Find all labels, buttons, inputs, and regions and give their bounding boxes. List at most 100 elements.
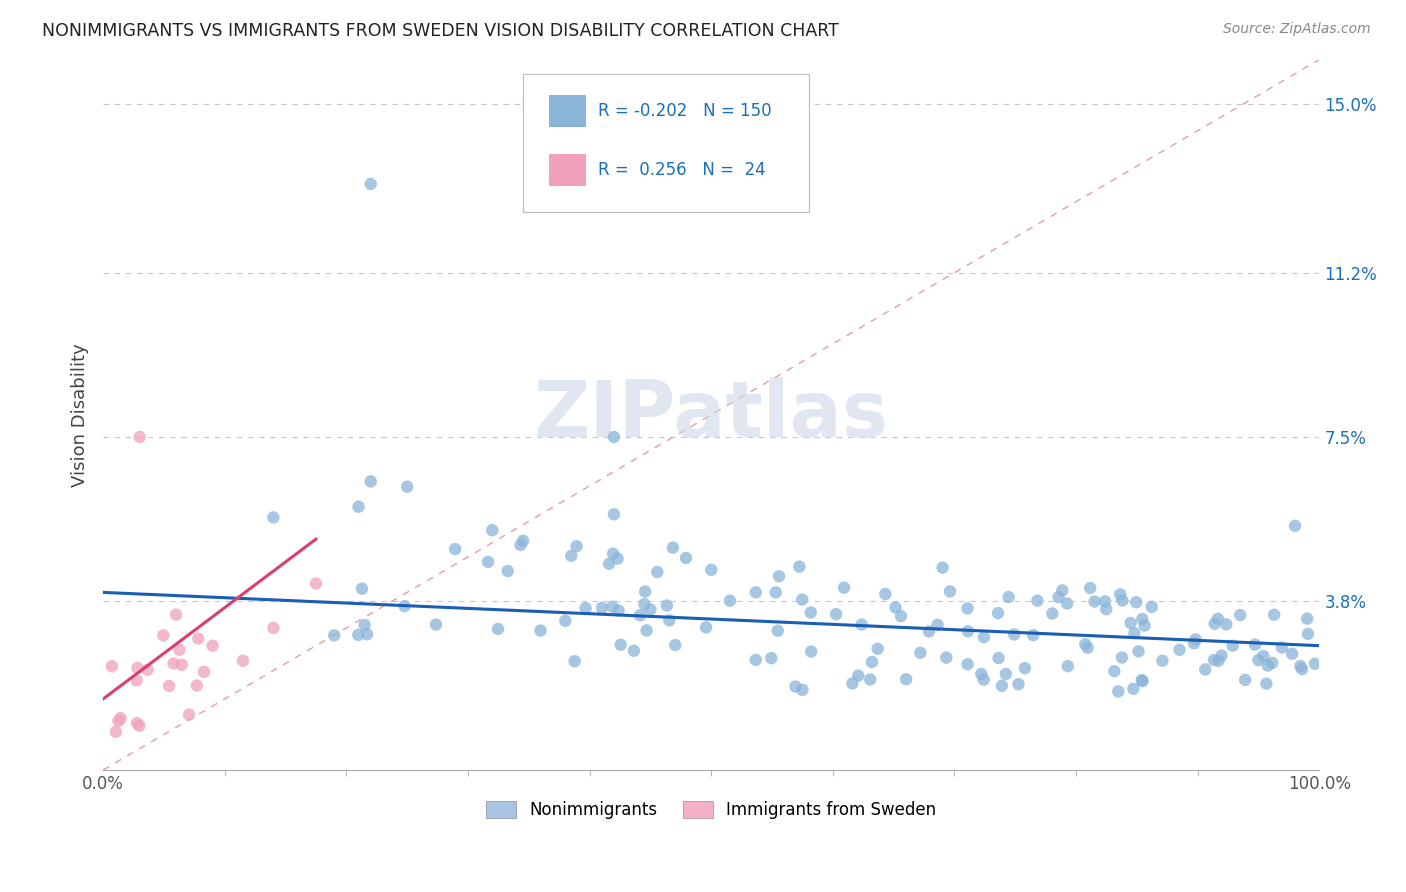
Point <box>127 661 149 675</box>
Point <box>1229 608 1251 623</box>
Point <box>1206 612 1229 626</box>
Point <box>1253 649 1275 664</box>
Point <box>1002 627 1025 641</box>
Point <box>425 617 447 632</box>
Point <box>1296 627 1319 641</box>
Point <box>956 601 979 615</box>
Point <box>603 430 626 444</box>
Point <box>890 609 912 624</box>
Point <box>1074 637 1097 651</box>
Point <box>396 480 419 494</box>
Point <box>262 510 284 524</box>
Point <box>1111 650 1133 665</box>
Point <box>1122 681 1144 696</box>
Point <box>768 569 790 583</box>
Point <box>640 602 662 616</box>
Text: R = -0.202   N = 150: R = -0.202 N = 150 <box>598 102 772 120</box>
Point <box>973 673 995 687</box>
Point <box>994 667 1017 681</box>
Point <box>1256 676 1278 690</box>
Point <box>607 603 630 617</box>
Point <box>1014 661 1036 675</box>
Point <box>1204 616 1226 631</box>
Point <box>603 508 626 522</box>
Point <box>136 663 159 677</box>
Text: ZIPatlas: ZIPatlas <box>534 376 889 453</box>
Point <box>884 600 907 615</box>
Point <box>565 539 588 553</box>
Point <box>360 177 382 191</box>
Point <box>1094 594 1116 608</box>
Point <box>564 654 586 668</box>
Point <box>107 714 129 728</box>
Point <box>394 599 416 614</box>
Point <box>170 657 193 672</box>
Point <box>1194 662 1216 676</box>
Point <box>1007 677 1029 691</box>
Point <box>1109 587 1132 601</box>
FancyBboxPatch shape <box>550 95 586 127</box>
Point <box>1119 615 1142 630</box>
Point <box>496 564 519 578</box>
Point <box>1247 653 1270 667</box>
Text: Source: ZipAtlas.com: Source: ZipAtlas.com <box>1223 22 1371 37</box>
Point <box>125 673 148 688</box>
Point <box>956 624 979 639</box>
Point <box>970 667 993 681</box>
Point <box>323 628 346 642</box>
Point <box>1296 612 1319 626</box>
Point <box>655 599 678 613</box>
Point <box>1202 653 1225 667</box>
Point <box>1078 581 1101 595</box>
Point <box>1130 612 1153 626</box>
Point <box>1261 656 1284 670</box>
Point <box>591 600 613 615</box>
Text: NONIMMIGRANTS VS IMMIGRANTS FROM SWEDEN VISION DISABILITY CORRELATION CHART: NONIMMIGRANTS VS IMMIGRANTS FROM SWEDEN … <box>42 22 839 40</box>
Point <box>675 550 697 565</box>
Point <box>1022 628 1045 642</box>
Point <box>560 549 582 563</box>
Point <box>745 653 768 667</box>
Point <box>851 617 873 632</box>
Point <box>792 682 814 697</box>
Point <box>987 606 1010 620</box>
Point <box>832 581 855 595</box>
Y-axis label: Vision Disability: Vision Disability <box>72 343 89 487</box>
Point <box>927 617 949 632</box>
Point <box>636 624 658 638</box>
Point <box>1215 617 1237 632</box>
Point <box>165 607 187 622</box>
FancyBboxPatch shape <box>550 154 586 186</box>
Point <box>262 621 284 635</box>
Point <box>1077 640 1099 655</box>
Point <box>177 707 200 722</box>
Point <box>841 676 863 690</box>
Point <box>1303 657 1326 671</box>
Point <box>128 430 150 444</box>
Point <box>509 538 531 552</box>
Point <box>101 659 124 673</box>
Point <box>910 646 932 660</box>
Point <box>1182 636 1205 650</box>
Point <box>1257 658 1279 673</box>
Point <box>1107 684 1129 698</box>
Point <box>1083 594 1105 608</box>
Point <box>1047 591 1070 605</box>
Point <box>700 563 723 577</box>
Point <box>1125 595 1147 609</box>
Text: R =  0.256   N =  24: R = 0.256 N = 24 <box>598 161 766 178</box>
Point <box>695 620 717 634</box>
Point <box>606 551 628 566</box>
Point <box>846 668 869 682</box>
Point <box>1291 662 1313 676</box>
Point <box>645 565 668 579</box>
Point <box>1208 654 1230 668</box>
Point <box>825 607 848 621</box>
Point <box>859 673 882 687</box>
Point <box>1130 673 1153 688</box>
Point <box>918 624 941 639</box>
Point <box>598 557 620 571</box>
Point <box>931 560 953 574</box>
Point <box>1211 648 1233 663</box>
Point <box>1123 626 1146 640</box>
